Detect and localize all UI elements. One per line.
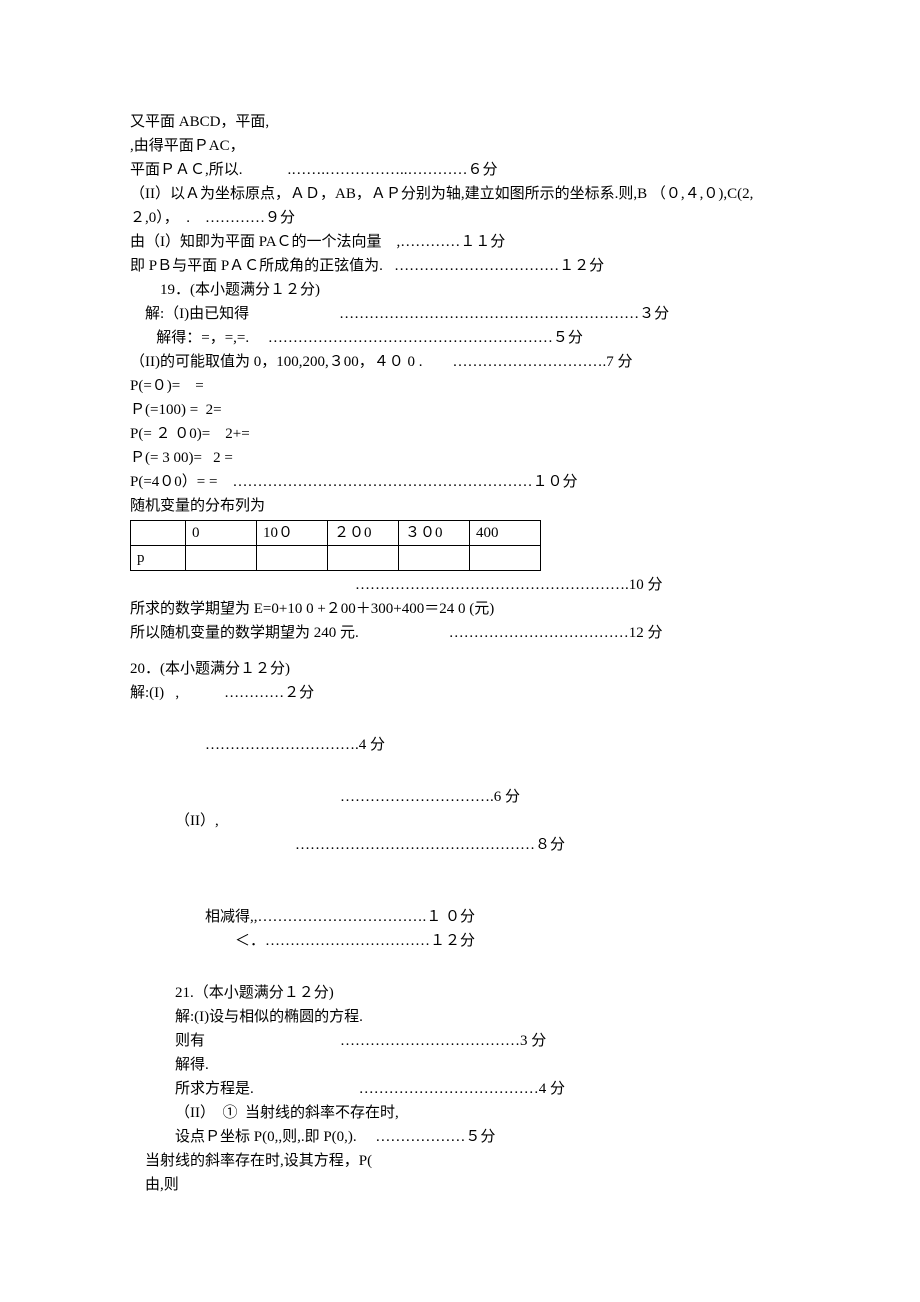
table-cell: 10０ (257, 521, 328, 546)
table-cell: ２０0 (328, 521, 399, 546)
text-line: 解:（I)由已知得 ……………………………………………………３分 (130, 302, 790, 326)
text-line: 解得：=，=,=. …………………………………………………５分 (130, 326, 790, 350)
heading-q20: 20．(本小题满分１２分) (130, 657, 790, 681)
text-line: 解得. (130, 1053, 790, 1077)
document-page: 又平面 ABCD，平面, ,由得平面ＰAC， 平面ＰＡＣ,所以. .…….………… (0, 0, 920, 1302)
text-line: （II）以Ａ为坐标原点，ＡＤ，AB，ＡＰ分别为轴,建立如图所示的坐标系.则,B … (130, 182, 790, 230)
table-row: 0 10０ ２０0 ３０0 400 (131, 521, 541, 546)
text-line: P(=０)= = (130, 374, 790, 398)
text-line: ………………………….6 分 (130, 785, 790, 809)
text-line: 当射线的斜率存在时,设其方程，P( (130, 1149, 790, 1173)
text-line: Ｐ(= 3 00)= 2 = (130, 446, 790, 470)
table-cell: 0 (186, 521, 257, 546)
text-line: 平面ＰＡＣ,所以. .…….……………..…………６分 (130, 158, 790, 182)
table-cell (328, 546, 399, 571)
heading-q21: 21.（本小题满分１２分) (130, 981, 790, 1005)
table-cell (257, 546, 328, 571)
text-line: Ｐ(=100) = 2= (130, 398, 790, 422)
text-line: 解:(I) , …………２分 (130, 681, 790, 705)
text-line: 解:(I)设与相似的椭圆的方程. (130, 1005, 790, 1029)
heading-q19: 19．(本小题满分１２分) (130, 278, 790, 302)
text-line: 则有 ………………………………3 分 (130, 1029, 790, 1053)
text-line: ＜．……………………………１２分 (130, 929, 790, 953)
table-cell: p (131, 546, 186, 571)
text-line: 即 PＢ与平面 PＡＣ所成角的正弦值为. ……………………………１２分 (130, 254, 790, 278)
table-row: p (131, 546, 541, 571)
text-line: ………………………….4 分 (130, 733, 790, 757)
text-line: （II） ① 当射线的斜率不存在时, (130, 1101, 790, 1125)
text-line: 所以随机变量的数学期望为 240 元. ………………………………12 分 (130, 621, 790, 645)
text-line: 由,则 (130, 1173, 790, 1197)
text-line: ……………………………………………….10 分 (130, 573, 790, 597)
text-line: 又平面 ABCD，平面, (130, 110, 790, 134)
text-line: 由（I）知即为平面 PAＣ的一个法向量 ,…………１１分 (130, 230, 790, 254)
table-cell (470, 546, 541, 571)
table-cell (131, 521, 186, 546)
text-line: 所求的数学期望为 E=0+10 0 +２00＋300+400＝24 0 (元) (130, 597, 790, 621)
table-cell: 400 (470, 521, 541, 546)
table-cell (186, 546, 257, 571)
text-line: …………………………………………８分 (130, 833, 790, 857)
text-line: （II）, (130, 809, 790, 833)
text-line: 设点Ｐ坐标 P(0,,则,.即 P(0,). ………………５分 (130, 1125, 790, 1149)
text-line: ,由得平面ＰAC， (130, 134, 790, 158)
text-line: （II)的可能取值为 0，100,200,３00，４０ 0 . ……………………… (130, 350, 790, 374)
table-cell: ３０0 (399, 521, 470, 546)
text-line: P(=4０0）= = ……………………………………………………１０分 (130, 470, 790, 494)
text-line: 所求方程是. ………………………………4 分 (130, 1077, 790, 1101)
text-line: 相减得,,…………………………….１ ０分 (130, 905, 790, 929)
text-line: 随机变量的分布列为 (130, 494, 790, 518)
table-cell (399, 546, 470, 571)
distribution-table: 0 10０ ２０0 ３０0 400 p (130, 520, 541, 571)
text-line: P(= ２ ０0)= 2+= (130, 422, 790, 446)
